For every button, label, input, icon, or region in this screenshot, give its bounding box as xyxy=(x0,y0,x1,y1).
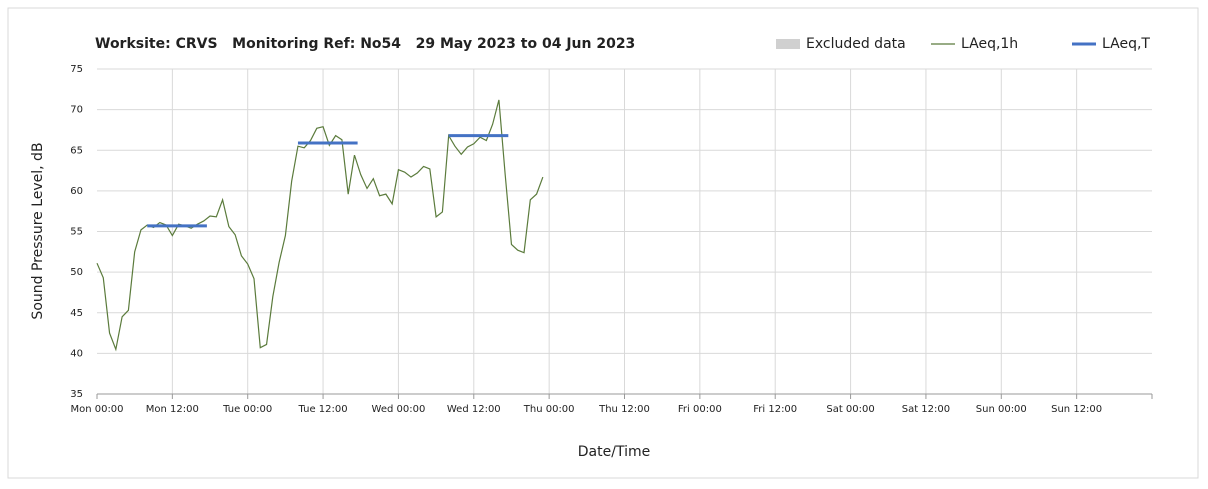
legend-label: Excluded data xyxy=(806,36,906,52)
x-tick-label: Sun 12:00 xyxy=(1051,404,1102,415)
legend-label: LAeq,1h xyxy=(961,36,1018,52)
chart-border xyxy=(7,7,1199,479)
x-axis-label: Date/Time xyxy=(578,444,650,460)
legend-swatch xyxy=(776,39,800,49)
y-tick-label: 70 xyxy=(70,105,83,116)
x-tick-label: Tue 00:00 xyxy=(222,404,272,415)
y-tick-label: 60 xyxy=(70,186,83,197)
y-tick-label: 65 xyxy=(70,145,83,156)
x-tick-label: Thu 12:00 xyxy=(598,404,650,415)
legend-label: LAeq,T xyxy=(1102,36,1150,52)
data-line xyxy=(96,99,544,352)
x-tick-label: Thu 00:00 xyxy=(523,404,575,415)
x-tick-label: Mon 00:00 xyxy=(70,404,123,415)
y-tick-label: 55 xyxy=(70,227,83,238)
chart-title: Worksite: CRVS Monitoring Ref: No54 29 M… xyxy=(95,36,635,52)
y-tick-label: 75 xyxy=(70,64,83,75)
y-tick-label: 40 xyxy=(70,348,83,359)
x-tick-label: Wed 00:00 xyxy=(372,404,426,415)
y-tick-label: 45 xyxy=(70,308,83,319)
x-tick-label: Mon 12:00 xyxy=(146,404,199,415)
x-tick-label: Wed 12:00 xyxy=(447,404,501,415)
x-tick-label: Tue 12:00 xyxy=(298,404,348,415)
x-tick-label: Fri 00:00 xyxy=(678,404,722,415)
x-tick-label: Sat 12:00 xyxy=(902,404,950,415)
x-tick-label: Fri 12:00 xyxy=(753,404,797,415)
y-tick-label: 50 xyxy=(70,267,83,278)
x-tick-label: Sat 00:00 xyxy=(826,404,874,415)
y-tick-label: 35 xyxy=(70,389,83,400)
x-tick-label: Sun 00:00 xyxy=(976,404,1027,415)
y-axis-label: Sound Pressure Level, dB xyxy=(30,142,46,319)
